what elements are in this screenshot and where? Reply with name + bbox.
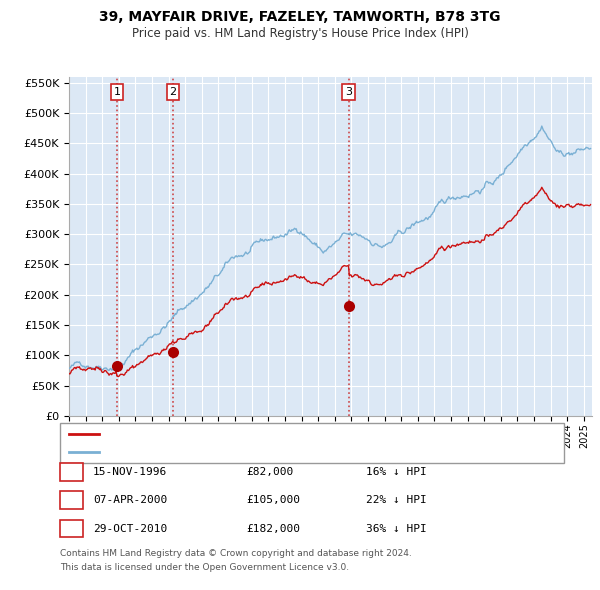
Text: £82,000: £82,000 [246,467,293,477]
Text: This data is licensed under the Open Government Licence v3.0.: This data is licensed under the Open Gov… [60,563,349,572]
Text: 39, MAYFAIR DRIVE, FAZELEY, TAMWORTH, B78 3TG: 39, MAYFAIR DRIVE, FAZELEY, TAMWORTH, B7… [99,10,501,24]
Text: 15-NOV-1996: 15-NOV-1996 [93,467,167,477]
Text: 3: 3 [345,87,352,97]
Text: 16% ↓ HPI: 16% ↓ HPI [366,467,427,477]
Text: 2: 2 [68,496,75,505]
Text: £182,000: £182,000 [246,524,300,533]
Text: 22% ↓ HPI: 22% ↓ HPI [366,496,427,505]
Text: 2: 2 [170,87,177,97]
Text: 39, MAYFAIR DRIVE, FAZELEY, TAMWORTH, B78 3TG (detached house): 39, MAYFAIR DRIVE, FAZELEY, TAMWORTH, B7… [105,430,467,440]
Text: 36% ↓ HPI: 36% ↓ HPI [366,524,427,533]
Text: 07-APR-2000: 07-APR-2000 [93,496,167,505]
Text: 1: 1 [113,87,121,97]
Text: 29-OCT-2010: 29-OCT-2010 [93,524,167,533]
Text: HPI: Average price, detached house, Lichfield: HPI: Average price, detached house, Lich… [105,447,342,457]
Text: 1: 1 [68,467,75,477]
Text: £105,000: £105,000 [246,496,300,505]
Text: Contains HM Land Registry data © Crown copyright and database right 2024.: Contains HM Land Registry data © Crown c… [60,549,412,558]
Text: 3: 3 [68,524,75,533]
Text: Price paid vs. HM Land Registry's House Price Index (HPI): Price paid vs. HM Land Registry's House … [131,27,469,40]
